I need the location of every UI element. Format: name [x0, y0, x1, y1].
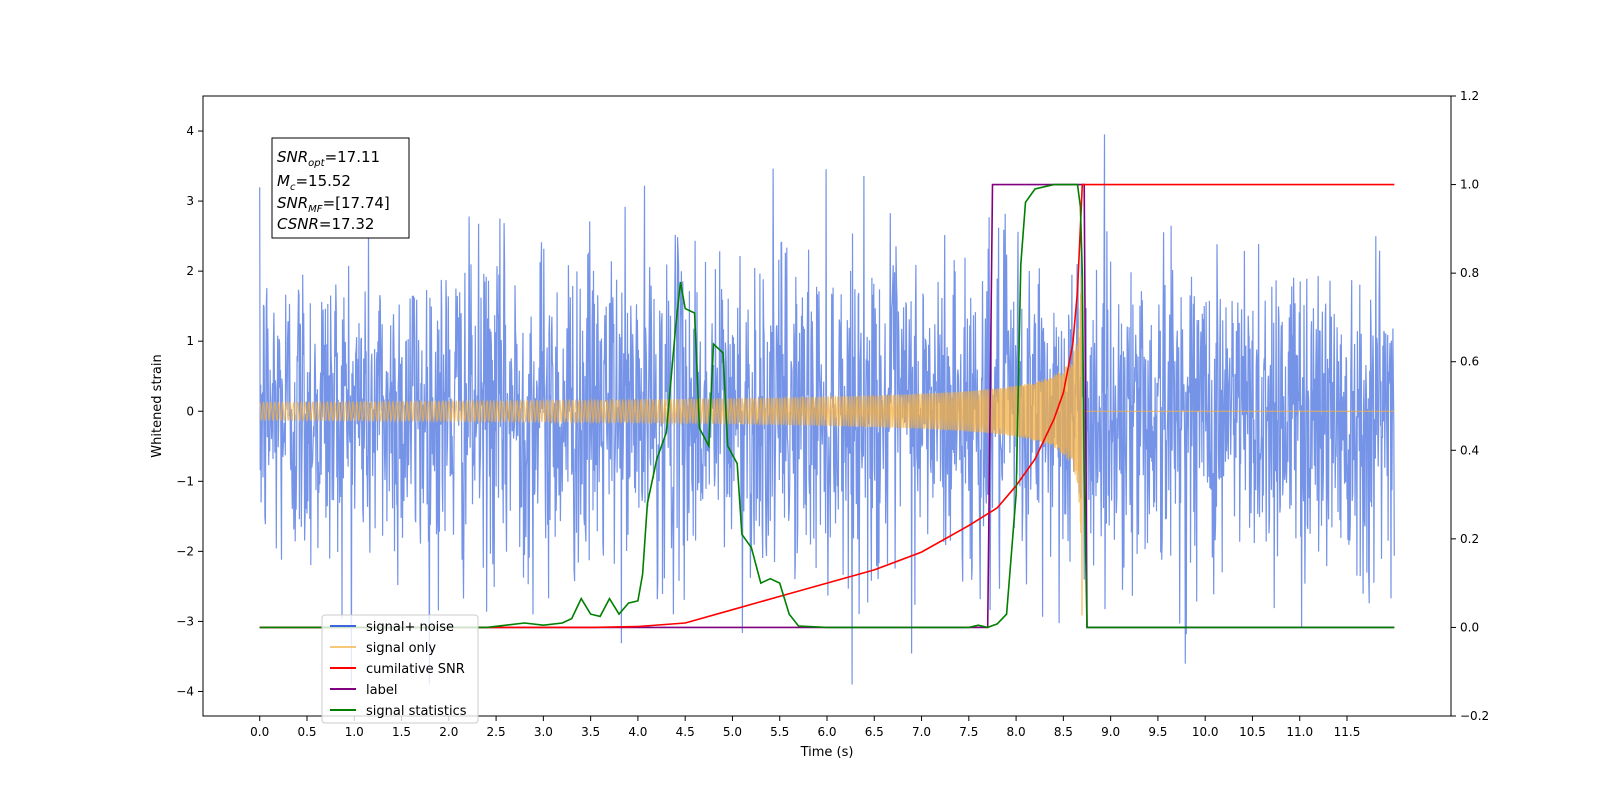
x-tick-label: 10.5 — [1239, 725, 1266, 739]
right-y-tick-label: 0.6 — [1460, 355, 1479, 369]
x-tick-label: 3.0 — [534, 725, 553, 739]
x-tick-label: 8.5 — [1054, 725, 1073, 739]
left-y-tick-label: −1 — [176, 474, 194, 488]
right-y-tick-label: 0.0 — [1460, 620, 1479, 634]
right-y-tick-label: 0.8 — [1460, 266, 1479, 280]
y-axis-label: Whitened strain — [150, 354, 165, 457]
legend-label: cumilative SNR — [366, 662, 465, 677]
left-y-tick-label: 2 — [186, 264, 194, 278]
x-tick-label: 2.5 — [487, 725, 506, 739]
x-tick-label: 8.0 — [1007, 725, 1026, 739]
x-tick-label: 5.0 — [723, 725, 742, 739]
x-tick-label: 11.5 — [1334, 725, 1361, 739]
x-tick-label: 7.0 — [912, 725, 931, 739]
legend-frame — [321, 614, 479, 724]
x-axis-ticks: 0.0 0.5 1.0 1.5 2.0 2.5 3.0 3.5 4.0 4.5 5.0 5.5 6.0 6… — [250, 716, 1360, 739]
stat-snr-opt: SNRopt=17.11 — [277, 148, 380, 169]
x-tick-label: 1.0 — [345, 725, 364, 739]
stats-annotation: SNRopt=17.11 Mc=15.52 SNRMF=[17.74] CSNR… — [271, 137, 410, 239]
legend-label: signal+ noise — [366, 620, 454, 635]
x-tick-label: 9.0 — [1101, 725, 1120, 739]
x-tick-label: 4.5 — [676, 725, 695, 739]
legend: signal+ noise signal only cumilative SNR la… — [321, 614, 479, 724]
legend-label: signal only — [366, 641, 436, 656]
x-tick-label: 5.5 — [770, 725, 789, 739]
x-tick-label: 11.0 — [1286, 725, 1313, 739]
right-y-axis-ticks: −0.2 0.0 0.2 0.4 0.6 0.8 1.0 1.2 — [1451, 89, 1489, 723]
signal-only-series — [259, 275, 1395, 616]
signal-only-line — [259, 275, 1395, 616]
signal-statistics-line — [259, 183, 1395, 629]
x-tick-label: 6.0 — [817, 725, 836, 739]
x-tick-label: 10.0 — [1192, 725, 1219, 739]
signal-noise-series — [259, 134, 1395, 685]
left-y-tick-label: 4 — [186, 124, 194, 138]
x-tick-label: 3.5 — [581, 725, 600, 739]
x-tick-label: 2.0 — [439, 725, 458, 739]
x-tick-label: 0.0 — [250, 725, 269, 739]
left-y-tick-label: −3 — [176, 614, 194, 628]
stat-snr-mf: SNRMF=[17.74] — [277, 194, 390, 215]
right-y-tick-label: 0.4 — [1460, 443, 1479, 457]
legend-label: label — [366, 683, 397, 698]
left-y-tick-label: −4 — [176, 684, 194, 698]
stat-chirp-mass: Mc=15.52 — [277, 172, 351, 193]
right-axis-series — [259, 183, 1395, 629]
legend-label: signal statistics — [366, 704, 467, 719]
x-axis-label: Time (s) — [800, 745, 854, 760]
left-y-tick-label: 0 — [186, 404, 194, 418]
left-y-tick-label: −2 — [176, 544, 194, 558]
right-y-tick-label: 1.2 — [1460, 89, 1479, 103]
left-y-tick-label: 1 — [186, 334, 194, 348]
signal-noise-line — [259, 134, 1395, 685]
x-tick-label: 1.5 — [392, 725, 411, 739]
x-tick-label: 0.5 — [297, 725, 316, 739]
left-y-tick-label: 3 — [186, 194, 194, 208]
cumulative-snr-line — [259, 183, 1395, 629]
x-tick-label: 6.5 — [865, 725, 884, 739]
x-tick-label: 4.0 — [628, 725, 647, 739]
right-y-tick-label: −0.2 — [1460, 709, 1489, 723]
x-tick-label: 7.5 — [959, 725, 978, 739]
right-y-tick-label: 0.2 — [1460, 532, 1479, 546]
x-tick-label: 9.5 — [1148, 725, 1167, 739]
stats-box — [271, 137, 410, 239]
stat-csnr: CSNR=17.32 — [277, 215, 374, 233]
right-y-tick-label: 1.0 — [1460, 178, 1479, 192]
left-y-axis-ticks: −4 −3 −2 −1 0 1 2 3 4 — [176, 124, 203, 698]
